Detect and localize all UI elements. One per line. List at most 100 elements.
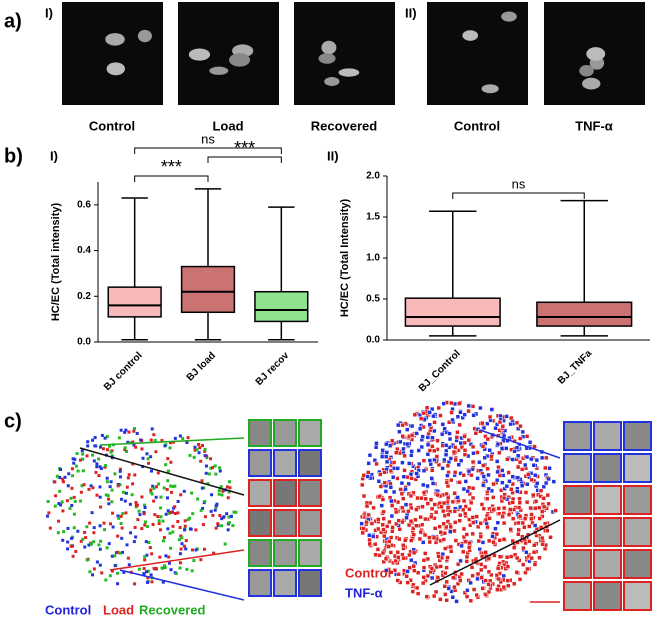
map-dot <box>465 488 470 494</box>
map-dot <box>452 445 458 450</box>
map-dot <box>160 438 164 442</box>
map-dot <box>399 480 405 486</box>
map-dot <box>427 410 432 415</box>
map-dot <box>479 502 485 507</box>
map-dot <box>145 570 149 574</box>
nucleus <box>137 29 152 43</box>
map-dot <box>404 573 409 579</box>
map-dot <box>359 521 364 526</box>
map-dot <box>161 519 165 523</box>
map-dot <box>481 463 486 468</box>
map-dot <box>104 493 108 497</box>
map-dot <box>108 444 112 448</box>
map-dot <box>529 456 534 462</box>
map-dot <box>504 414 509 419</box>
map-dot <box>417 536 423 542</box>
significance-label: ns <box>201 131 215 146</box>
map-dot <box>66 526 70 530</box>
map-dot <box>203 515 207 519</box>
map-dot <box>450 499 456 505</box>
map-dot <box>163 564 167 568</box>
map-dot <box>471 587 477 592</box>
map-dot <box>95 493 99 497</box>
map-dot <box>386 539 392 544</box>
thumbnail <box>563 453 592 483</box>
map-dot <box>84 536 88 540</box>
map-dot <box>466 545 472 550</box>
map-dot <box>102 521 106 525</box>
map-dot <box>79 490 83 494</box>
map-dot <box>446 586 451 591</box>
map-dot <box>98 445 102 449</box>
map-dot <box>477 460 482 465</box>
y-tick-label: 2.0 <box>366 171 380 182</box>
map-dot <box>86 440 90 444</box>
map-dot <box>113 472 117 476</box>
map-dot <box>372 457 378 463</box>
map-dot <box>61 538 65 542</box>
map-dot <box>453 538 459 543</box>
map-dot <box>124 449 128 453</box>
map-dot <box>436 405 441 411</box>
map-dot <box>226 528 230 532</box>
map-dot <box>529 516 534 522</box>
map-dot <box>463 539 469 544</box>
map-dot <box>95 462 99 466</box>
box <box>404 297 501 327</box>
map-dot <box>425 573 431 579</box>
map-dot <box>545 492 551 498</box>
map-dot <box>510 516 516 521</box>
map-dot <box>442 584 448 589</box>
map-dot <box>454 434 460 440</box>
map-dot <box>178 552 182 556</box>
map-dot <box>393 558 398 564</box>
map-dot <box>178 434 182 438</box>
map-dot <box>455 430 460 435</box>
map-dot <box>423 496 429 502</box>
thumbnail <box>273 509 297 537</box>
map-dot <box>438 564 443 569</box>
map-dot <box>91 573 95 577</box>
map-dot <box>517 496 522 501</box>
map-dot <box>434 564 440 570</box>
map-dot <box>180 536 184 540</box>
map-dot <box>372 541 378 547</box>
thumbnail <box>248 569 272 597</box>
significance-label: ns <box>512 176 526 191</box>
map-dot <box>450 417 455 423</box>
map-dot <box>462 511 468 516</box>
map-dot <box>80 484 84 488</box>
map-dot <box>74 464 78 468</box>
map-dot <box>395 578 400 583</box>
y-tick-label: 0.2 <box>77 291 91 302</box>
legend-entry: Control <box>45 602 91 617</box>
legend-entry: Load <box>103 602 134 617</box>
y-tick-label: 0.6 <box>77 199 91 210</box>
map-dot <box>430 444 435 449</box>
map-dot <box>462 440 468 446</box>
map-dot <box>180 542 184 546</box>
map-dot <box>179 547 183 551</box>
map-dot <box>176 520 180 524</box>
map-dot <box>411 582 416 588</box>
map-dot <box>214 504 218 508</box>
map-dot <box>129 531 133 535</box>
map-dot <box>70 536 74 540</box>
map-dot <box>401 555 406 561</box>
map-dot <box>223 542 227 546</box>
map-dot <box>548 535 553 540</box>
thumbnail <box>623 517 652 547</box>
map-dot <box>438 529 444 535</box>
map-dot <box>143 506 147 510</box>
map-dot <box>405 580 410 585</box>
map-dot <box>388 550 394 555</box>
map-dot <box>111 511 115 515</box>
map-dot <box>495 441 501 447</box>
map-dot <box>441 401 446 406</box>
significance-bracket <box>134 147 282 154</box>
map-dot <box>89 542 93 546</box>
map-dot <box>470 495 476 501</box>
map-dot <box>524 550 529 555</box>
map-dot <box>481 506 487 512</box>
map-dot <box>394 521 399 527</box>
